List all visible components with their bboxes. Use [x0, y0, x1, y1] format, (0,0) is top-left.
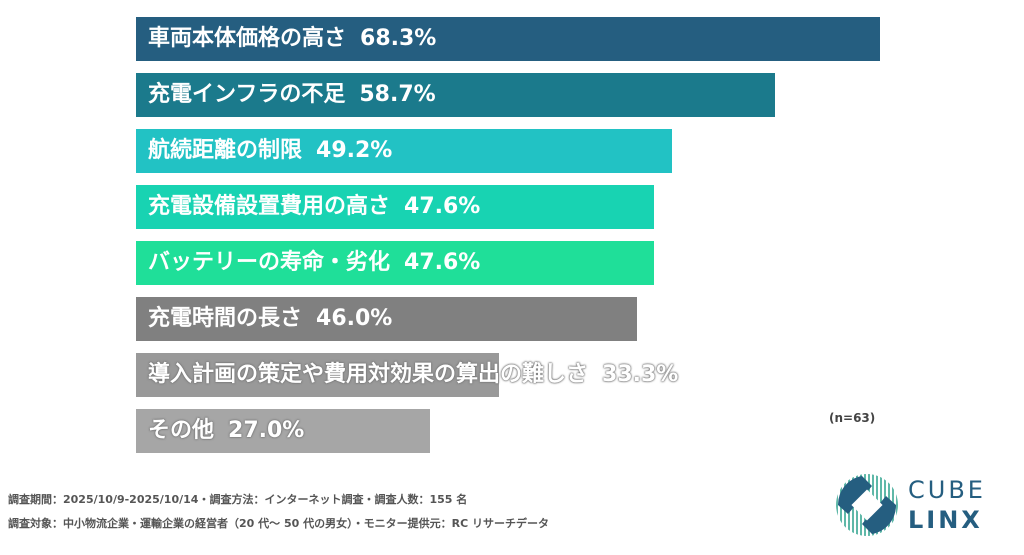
category-label: 車両本体価格の高さ	[148, 26, 347, 51]
bar-6	[136, 297, 637, 341]
bar-label: その他 27.0%	[148, 409, 304, 453]
bar-7	[136, 353, 499, 397]
category-label: その他	[148, 418, 215, 443]
bar-4	[136, 185, 655, 229]
bar-label: 充電インフラの不足 58.7%	[148, 73, 436, 117]
logo-mark-icon	[836, 474, 898, 536]
value-label: 49.2%	[316, 138, 393, 163]
category-label: 充電インフラの不足	[148, 82, 346, 107]
bar-chart: 車両本体価格の高さ 68.3% 充電インフラの不足 58.7% 航続距離の制限 49.2%…	[136, 17, 880, 453]
value-label: 68.3%	[360, 26, 437, 51]
value-label: 47.6%	[404, 194, 481, 219]
bar-label: 導入計画の策定や費用対効果の算出の難しさ 33.3%	[148, 353, 678, 397]
category-label: 充電設備設置費用の高さ	[148, 194, 391, 219]
value-label: 47.6%	[404, 250, 481, 275]
bar-label: 航続距離の制限 49.2%	[148, 129, 392, 173]
category-label: バッテリーの寿命・劣化	[148, 250, 391, 275]
value-label: 33.3%	[602, 362, 679, 387]
category-label: 航続距離の制限	[148, 138, 303, 163]
bar-8	[136, 409, 431, 453]
bar-label: 充電時間の長さ 46.0%	[148, 297, 392, 341]
cube-linx-logo: CUBE LINX	[832, 470, 1012, 540]
value-label: 27.0%	[228, 418, 305, 443]
bar-label: 車両本体価格の高さ 68.3%	[148, 17, 436, 61]
bar-label: バッテリーの寿命・劣化 47.6%	[148, 241, 480, 285]
bar-1	[136, 17, 880, 61]
value-label: 46.0%	[316, 306, 393, 331]
bar-3	[136, 129, 672, 173]
logo-text-linx: LINX	[908, 506, 983, 534]
logo-text-cube: CUBE	[908, 476, 986, 504]
category-label: 充電時間の長さ	[148, 306, 303, 331]
bar-5	[136, 241, 655, 285]
survey-period-text: 調査期間：2025/10/9-2025/10/14・調査方法：インターネット調査…	[8, 493, 468, 506]
category-label: 導入計画の策定や費用対効果の算出の難しさ	[148, 362, 589, 387]
survey-target-text: 調査対象：中小物流企業・運輸企業の経営者（20 代～ 50 代の男女）・モニター…	[8, 517, 549, 530]
value-label: 58.7%	[359, 82, 436, 107]
sample-size-note: (n=63)	[829, 411, 876, 425]
bar-label: 充電設備設置費用の高さ 47.6%	[148, 185, 480, 229]
bar-2	[136, 73, 776, 117]
